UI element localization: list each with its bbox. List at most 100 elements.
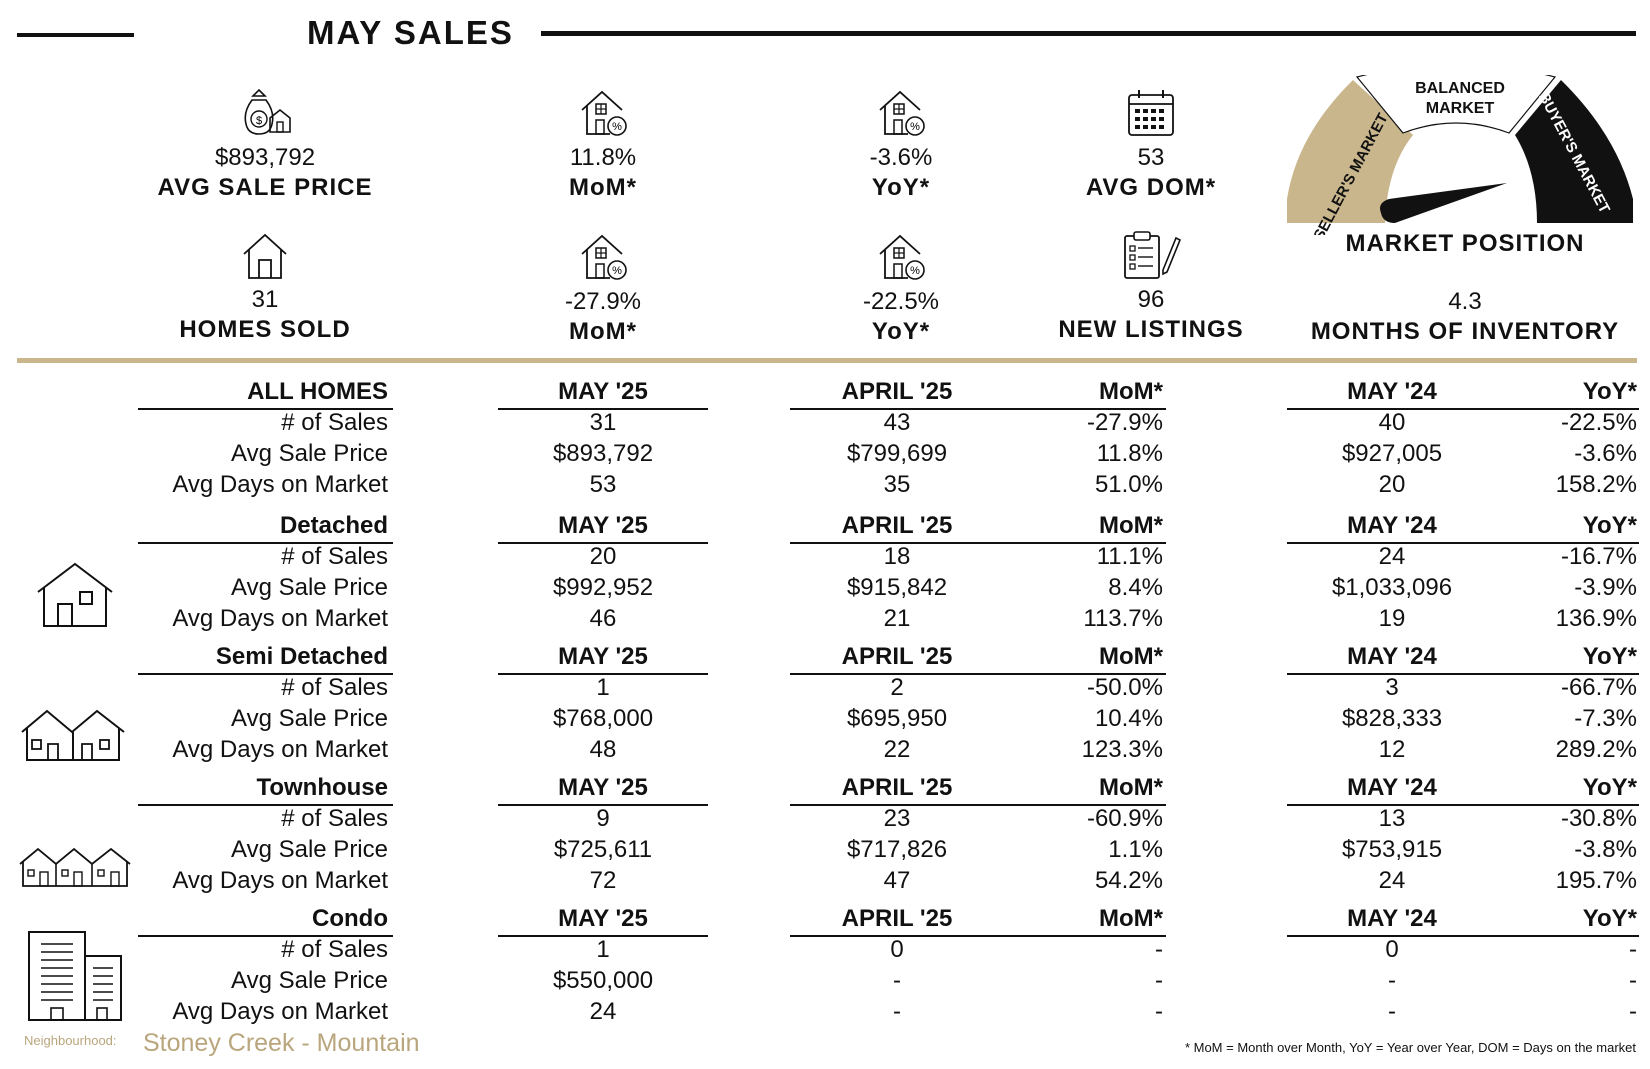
- kpi-new-listings: 96 NEW LISTINGS: [1021, 230, 1281, 344]
- header-underline: [138, 673, 393, 675]
- header-underline: [1287, 542, 1639, 544]
- cell-current: $992,952: [552, 574, 654, 601]
- kpi-avg-dom: 53 AVG DOM*: [1021, 88, 1281, 202]
- cell-yoy: -16.7%: [1560, 543, 1637, 570]
- cell-current: $725,611: [553, 836, 653, 863]
- row-label: Avg Days on Market: [172, 867, 388, 894]
- col-header-yoy: YoY*: [1582, 905, 1637, 932]
- cell-prev: $799,699: [846, 440, 948, 467]
- cell-prev: 23: [883, 805, 911, 832]
- cell-mom: 8.4%: [1108, 574, 1163, 601]
- cell-current: $893,792: [552, 440, 654, 467]
- section-title: Condo: [312, 905, 388, 932]
- col-header-mom: MoM*: [1099, 905, 1163, 932]
- section-title: Townhouse: [256, 774, 388, 801]
- cell-mom: 11.8%: [1096, 440, 1163, 467]
- cell-prev: 0: [890, 936, 904, 963]
- kpi-value: -3.6%: [869, 144, 933, 171]
- section-title: Semi Detached: [215, 643, 388, 670]
- calendar-icon: [1128, 90, 1174, 136]
- row-label: # of Sales: [281, 543, 388, 570]
- cell-prev: 35: [883, 471, 911, 498]
- col-header-last-year: MAY '24: [1347, 378, 1437, 405]
- cell-last-year: 13: [1378, 805, 1406, 832]
- condo-building-icon: [28, 931, 122, 1021]
- col-header-prev: APRIL '25: [841, 378, 953, 405]
- detached-house-icon: [37, 562, 113, 627]
- kpi-label: YoY*: [871, 318, 931, 345]
- col-header-yoy: YoY*: [1582, 774, 1637, 801]
- kpi-value: $893,792: [214, 144, 316, 171]
- cell-prev: -: [893, 967, 901, 994]
- cell-mom: -: [1155, 967, 1163, 994]
- sellers-market-segment: [1287, 80, 1413, 223]
- cell-yoy: 195.7%: [1555, 867, 1637, 894]
- col-header-last-year: MAY '24: [1347, 774, 1437, 801]
- row-label: Avg Days on Market: [172, 998, 388, 1025]
- header-underline: [1287, 804, 1639, 806]
- row-label: Avg Sale Price: [231, 967, 388, 994]
- cell-current: 20: [589, 543, 617, 570]
- header-underline: [498, 673, 708, 675]
- cell-yoy: -30.8%: [1560, 805, 1637, 832]
- row-label: Avg Sale Price: [231, 574, 388, 601]
- cell-yoy: -: [1629, 936, 1637, 963]
- cell-mom: 113.7%: [1083, 605, 1163, 632]
- cell-prev: 47: [883, 867, 911, 894]
- row-label: Avg Sale Price: [231, 440, 388, 467]
- svg-text:%: %: [612, 265, 622, 277]
- cell-prev: 18: [883, 543, 911, 570]
- cell-yoy: -66.7%: [1560, 674, 1637, 701]
- cell-last-year: 24: [1378, 867, 1406, 894]
- kpi-yoy-price: % -3.6% YoY*: [771, 88, 1031, 202]
- cell-current: $768,000: [552, 705, 654, 732]
- cell-mom: -: [1155, 936, 1163, 963]
- cell-last-year: 40: [1378, 409, 1406, 436]
- kpi-avg-sale-price: $ $893,792 AVG SALE PRICE: [135, 88, 395, 202]
- cell-prev: -: [893, 998, 901, 1025]
- kpi-label: MoM*: [569, 318, 637, 345]
- header-underline: [498, 542, 708, 544]
- row-label: Avg Sale Price: [231, 836, 388, 863]
- row-label: # of Sales: [281, 805, 388, 832]
- header-underline: [1287, 408, 1639, 410]
- col-header-yoy: YoY*: [1582, 512, 1637, 539]
- cell-current: 1: [596, 674, 610, 701]
- row-label: # of Sales: [281, 936, 388, 963]
- row-label: # of Sales: [281, 674, 388, 701]
- col-header-current: MAY '25: [558, 643, 648, 670]
- header-underline: [138, 542, 393, 544]
- house-percent-icon: %: [879, 90, 925, 136]
- cell-current: 72: [589, 867, 617, 894]
- kpi-homes-sold: 31 HOMES SOLD: [135, 232, 395, 344]
- balanced-market-segment: [1355, 75, 1557, 134]
- kpi-label: MONTHS OF INVENTORY: [1310, 318, 1620, 345]
- svg-text:%: %: [612, 121, 622, 133]
- header-underline: [790, 408, 1166, 410]
- cell-last-year: $753,915: [1341, 836, 1443, 863]
- title-rule-right: [541, 31, 1636, 36]
- balanced-market-line1: BALANCED: [1415, 80, 1505, 97]
- cell-prev: $717,826: [846, 836, 948, 863]
- cell-mom: 123.3%: [1081, 736, 1163, 763]
- kpi-months-inventory: 4.3 MONTHS OF INVENTORY: [1285, 282, 1645, 346]
- cell-current: $550,000: [552, 967, 654, 994]
- cell-prev: 2: [890, 674, 904, 701]
- col-header-mom: MoM*: [1099, 643, 1163, 670]
- neighbourhood-label: Neighbourhood:: [24, 1033, 117, 1048]
- kpi-value: -27.9%: [564, 288, 642, 315]
- money-bag-house-icon: $: [244, 88, 291, 135]
- col-header-current: MAY '25: [558, 774, 648, 801]
- cell-last-year: $828,333: [1341, 705, 1443, 732]
- kpi-mom-price: % 11.8% MoM*: [473, 88, 733, 202]
- kpi-value: 11.8%: [569, 144, 637, 171]
- clipboard-pen-icon: [1124, 231, 1181, 279]
- svg-text:$: $: [256, 115, 262, 127]
- cell-yoy: 289.2%: [1555, 736, 1637, 763]
- kpi-mom-sales: % -27.9% MoM*: [473, 232, 733, 346]
- row-label: Avg Days on Market: [172, 605, 388, 632]
- cell-last-year: 20: [1378, 471, 1406, 498]
- kpi-label: YoY*: [871, 174, 931, 201]
- cell-current: 46: [589, 605, 617, 632]
- neighbourhood-name: Stoney Creek - Mountain: [143, 1029, 420, 1057]
